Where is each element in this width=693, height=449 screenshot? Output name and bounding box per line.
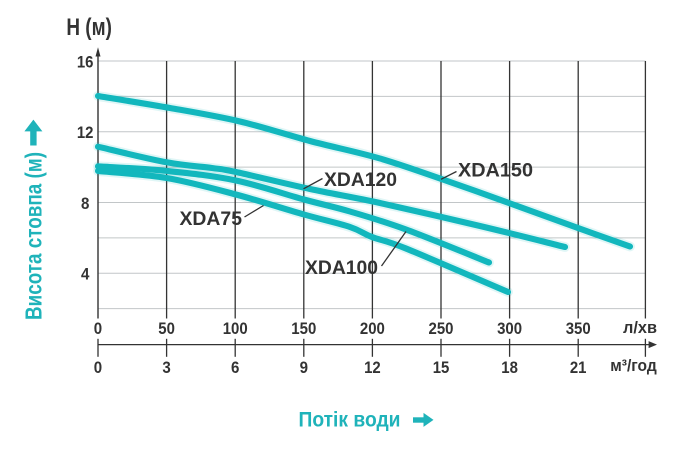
svg-text:л/хв: л/хв	[623, 318, 657, 337]
svg-text:6: 6	[231, 358, 239, 377]
svg-text:3: 3	[162, 358, 170, 377]
svg-text:250: 250	[429, 319, 454, 338]
svg-text:18: 18	[501, 358, 518, 377]
svg-text:12: 12	[77, 123, 94, 142]
svg-text:16: 16	[77, 52, 94, 71]
svg-text:8: 8	[81, 194, 89, 213]
svg-text:XDA100: XDA100	[305, 258, 378, 279]
svg-text:300: 300	[497, 319, 522, 338]
svg-text:4: 4	[81, 265, 90, 284]
svg-text:150: 150	[291, 319, 316, 338]
svg-text:21: 21	[570, 358, 587, 377]
svg-text:Висота стовпа (м): Висота стовпа (м)	[21, 152, 47, 320]
svg-text:350: 350	[566, 319, 591, 338]
svg-text:100: 100	[223, 319, 248, 338]
svg-text:XDA120: XDA120	[324, 170, 397, 191]
svg-text:15: 15	[433, 358, 450, 377]
svg-text:9: 9	[300, 358, 308, 377]
svg-text:50: 50	[158, 319, 175, 338]
svg-text:XDA150: XDA150	[458, 160, 533, 181]
svg-text:0: 0	[94, 319, 102, 338]
svg-text:м³/год: м³/год	[610, 356, 657, 375]
svg-text:Потік води: Потік води	[299, 408, 401, 432]
svg-text:H (м): H (м)	[66, 14, 112, 41]
svg-text:200: 200	[360, 319, 385, 338]
svg-text:0: 0	[94, 358, 102, 377]
svg-text:12: 12	[364, 358, 381, 377]
svg-text:XDA75: XDA75	[180, 209, 243, 230]
